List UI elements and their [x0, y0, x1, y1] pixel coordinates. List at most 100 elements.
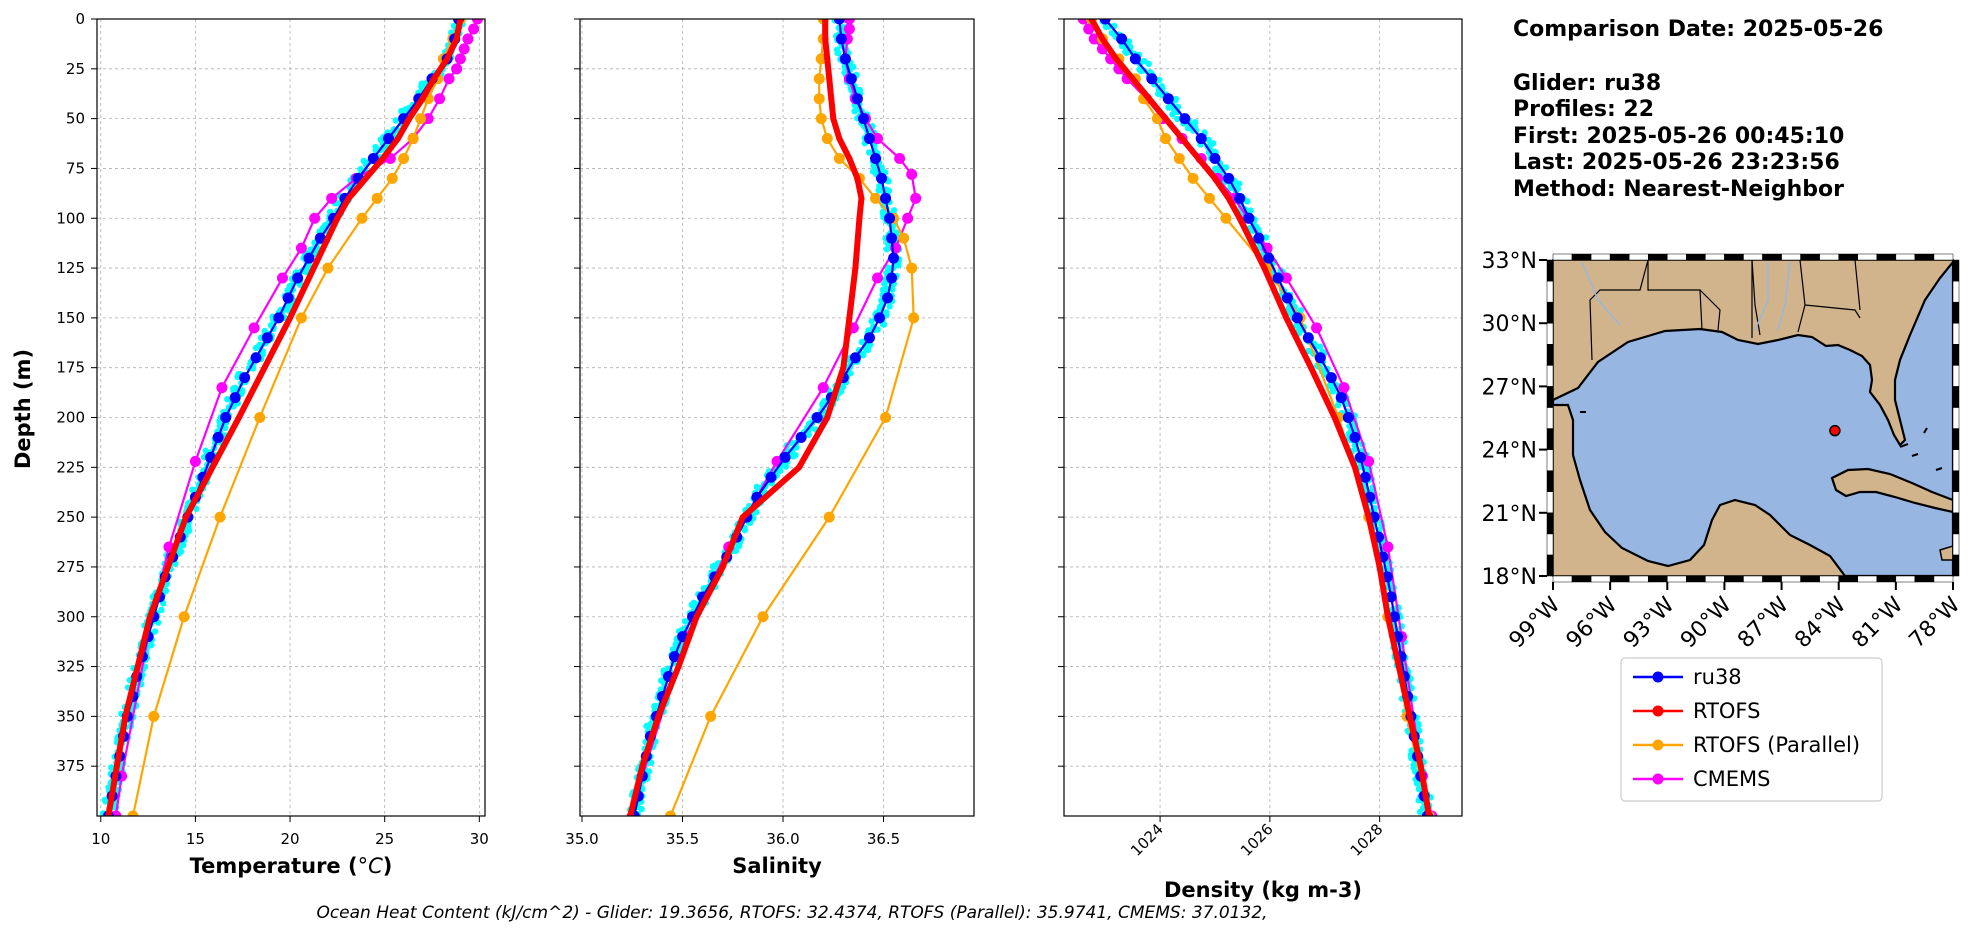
x-tick-label: 36.0: [766, 830, 799, 848]
data-point: [739, 514, 746, 521]
raw-point: [224, 396, 231, 403]
glider-raw-points: [626, 19, 903, 816]
data-point: [379, 155, 386, 162]
data-point: [1162, 93, 1174, 105]
raw-point: [881, 286, 888, 294]
glider-raw-points: [1099, 19, 1434, 816]
y-tick-label: 100: [56, 209, 85, 227]
raw-point: [877, 303, 884, 310]
data-point: [239, 372, 251, 384]
data-point: [765, 471, 777, 483]
data-point: [457, 19, 464, 22]
x-tick-label: 15: [186, 830, 205, 848]
x-axis-label: Density (kg m-3): [1164, 878, 1362, 902]
data-point: [1220, 212, 1232, 224]
data-point: [1116, 33, 1128, 45]
raw-point: [1192, 119, 1199, 126]
data-point: [795, 431, 807, 443]
axes-frame: [579, 18, 975, 817]
profile-panel-1: 0 25 50 75 100 125 150 175 200 225 250 275 300 325 350…: [56, 10, 489, 878]
raw-point: [865, 327, 872, 334]
data-point: [817, 382, 829, 394]
data-point: [693, 613, 700, 620]
data-point: [824, 414, 831, 421]
data-point: [1359, 471, 1371, 483]
y-tick-label: 350: [56, 707, 85, 725]
profile-panel-2: 35.0 35.5 36.0 36.5 Salinity: [565, 18, 975, 878]
data-point: [444, 55, 451, 62]
raw-point: [1122, 48, 1129, 56]
data-point: [303, 252, 315, 264]
y-tick-label: 125: [56, 259, 85, 277]
y-tick-label: 300: [56, 608, 85, 626]
data-point: [1187, 172, 1199, 184]
legend-marker: [1652, 705, 1664, 717]
data-point: [453, 35, 460, 42]
x-tick-label: 36.5: [867, 830, 900, 848]
data-point: [880, 192, 892, 204]
ocean-heat-content-footer: Ocean Heat Content (kJ/cm^2) - Glider: 1…: [316, 903, 1267, 923]
raw-point: [1184, 125, 1192, 132]
raw-point: [357, 165, 364, 173]
data-point: [1376, 563, 1383, 570]
data-point: [334, 215, 341, 222]
lat-tick-label: 21°N: [1482, 502, 1537, 527]
x-axis-label: Salinity: [732, 854, 822, 878]
y-tick-label: 375: [56, 757, 85, 775]
raw-point: [148, 641, 155, 649]
raw-point: [1156, 76, 1163, 84]
lat-tick-label: 33°N: [1482, 249, 1537, 274]
data-point: [857, 113, 869, 125]
raw-point: [1334, 402, 1342, 409]
raw-point: [398, 107, 405, 115]
raw-point: [1169, 111, 1176, 118]
data-point: [823, 511, 835, 523]
data-point: [845, 73, 857, 85]
profile-panels: 0 25 50 75 100 125 150 175 200 225 250 275 300 325 350…: [56, 10, 1463, 902]
x-tick-label: 25: [375, 830, 394, 848]
data-point: [273, 312, 285, 324]
raw-point: [1262, 234, 1270, 241]
data-point: [813, 93, 825, 105]
data-point: [248, 322, 260, 334]
data-point: [779, 451, 791, 463]
raw-point: [1174, 115, 1181, 123]
data-point: [898, 232, 910, 244]
data-point: [1099, 19, 1111, 25]
data-point: [295, 312, 307, 324]
data-point: [261, 332, 273, 344]
data-point: [1291, 312, 1303, 324]
data-point: [1243, 212, 1255, 224]
raw-point: [710, 562, 718, 569]
data-point: [1351, 464, 1358, 471]
raw-point: [791, 452, 799, 459]
lat-tick-label: 30°N: [1482, 312, 1537, 337]
data-point: [849, 352, 861, 364]
data-point: [407, 133, 419, 145]
raw-point: [1235, 180, 1243, 187]
raw-point: [392, 117, 400, 124]
raw-point: [777, 467, 784, 474]
legend-marker: [1652, 739, 1664, 751]
y-tick-label: 325: [56, 658, 85, 676]
lat-tick-label: 27°N: [1482, 375, 1537, 400]
data-point: [833, 19, 845, 25]
data-point: [146, 613, 153, 620]
data-point: [1388, 611, 1400, 623]
raw-point: [688, 601, 695, 609]
info-block: Comparison Date: 2025-05-26 Glider: ru38…: [1513, 17, 1883, 202]
data-point: [675, 663, 682, 670]
raw-point: [1415, 720, 1422, 728]
data-point: [882, 292, 894, 304]
data-point: [276, 272, 288, 284]
data-point: [362, 175, 369, 182]
raw-point: [870, 162, 877, 169]
data-point: [796, 464, 803, 471]
data-point: [852, 265, 859, 272]
data-point: [229, 392, 241, 404]
data-point: [835, 33, 847, 45]
data-point: [874, 312, 886, 324]
legend-item-rtofs-parallel-: RTOFS (Parallel): [1633, 733, 1860, 757]
data-point: [1302, 332, 1314, 344]
data-point: [902, 212, 914, 224]
